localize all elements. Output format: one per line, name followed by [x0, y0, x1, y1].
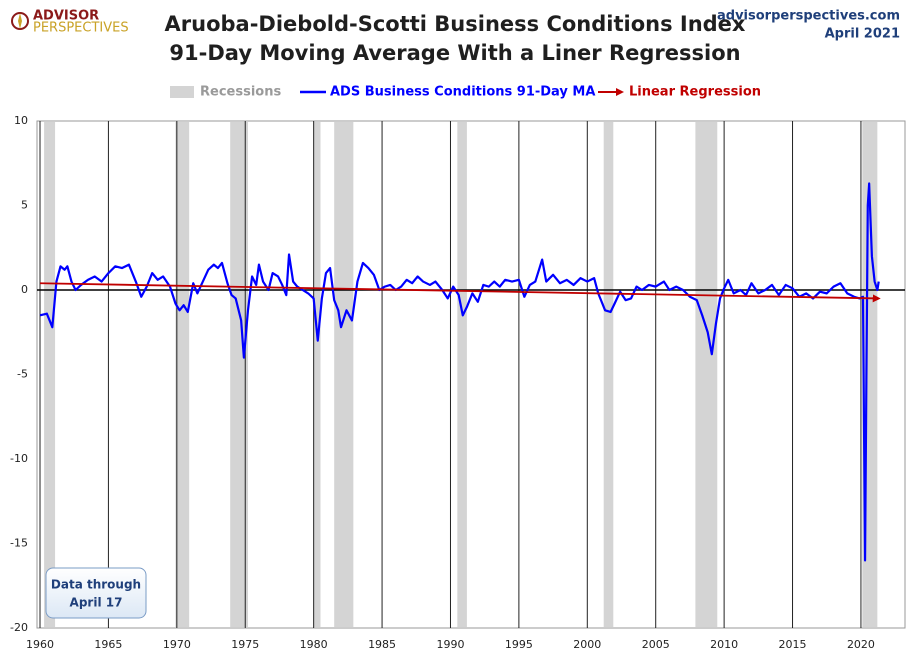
recession-band: [230, 122, 248, 627]
chart-title: Aruoba-Diebold-Scotti Business Condition…: [165, 12, 746, 36]
chart-subtitle: 91-Day Moving Average With a Liner Regre…: [169, 41, 740, 65]
y-tick-label: 10: [14, 114, 28, 127]
x-tick-label: 1960: [26, 638, 54, 651]
x-tick-label: 2005: [642, 638, 670, 651]
x-tick-label: 1975: [231, 638, 259, 651]
x-tick-label: 1990: [436, 638, 464, 651]
legend-label: ADS Business Conditions 91-Day MA: [330, 85, 595, 100]
logo: ADVISOR PERSPECTIVES: [11, 9, 129, 36]
legend-swatch: [170, 86, 194, 98]
plot: 1960 1965 1970 1975 1980 1985 1990 1995 2000 2005…: [10, 114, 905, 651]
logo-icon: [18, 13, 22, 29]
legend-label: Linear Regression: [629, 85, 761, 100]
annotation-box: Data through April 17: [45, 567, 147, 619]
y-tick-label: -15: [10, 537, 28, 550]
recession-band: [695, 122, 718, 627]
y-tick-label: 0: [21, 283, 28, 296]
x-tick-label: 2015: [779, 638, 807, 651]
annotation-text: April 17: [70, 596, 123, 610]
logo-text: PERSPECTIVES: [33, 21, 129, 36]
x-tick-label: 1995: [505, 638, 533, 651]
x-tick-label: 2000: [573, 638, 601, 651]
recession-band: [334, 122, 354, 627]
date: April 2021: [825, 27, 900, 42]
recession-band: [457, 122, 467, 627]
y-tick-label: 5: [21, 199, 28, 212]
regression-line: [39, 282, 881, 303]
x-tick-label: 1980: [300, 638, 328, 651]
legend-label: Recessions: [200, 85, 281, 100]
legend: Recessions ADS Business Conditions 91-Day…: [170, 85, 761, 100]
x-tick-label: 1970: [163, 638, 191, 651]
plot-area: [36, 120, 906, 629]
recession-band: [175, 122, 190, 627]
y-tick-label: -20: [10, 621, 28, 634]
y-tick-label: -10: [10, 452, 28, 465]
data-line: [39, 182, 880, 562]
source: advisorperspectives.com: [717, 9, 900, 24]
x-tick-label: 2010: [710, 638, 738, 651]
y-tick-label: -5: [17, 368, 28, 381]
x-tick-label: 1965: [94, 638, 122, 651]
recession-band: [44, 122, 56, 627]
logo-text: ADVISOR: [33, 9, 99, 24]
x-tick-label: 2020: [847, 638, 875, 651]
annotation-frame: [45, 567, 147, 619]
recession-band: [313, 122, 321, 627]
recession-band: [603, 122, 614, 627]
annotation-text: Data through: [51, 578, 141, 592]
x-tick-label: 1985: [368, 638, 396, 651]
